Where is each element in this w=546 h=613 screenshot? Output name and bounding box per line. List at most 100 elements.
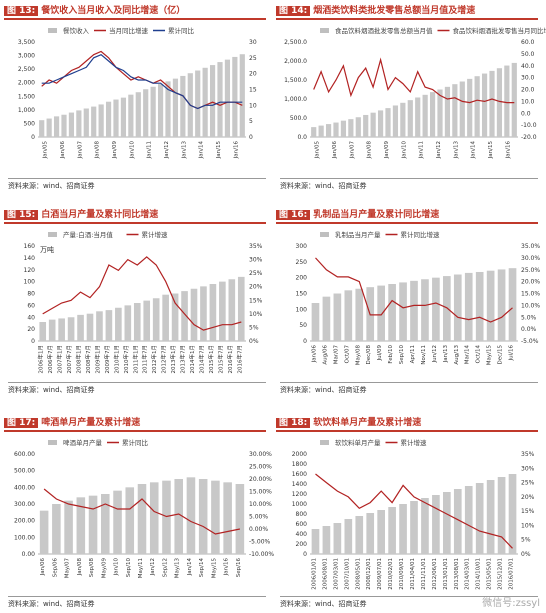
- bar: [388, 284, 396, 341]
- x-tick: Aug/06: [322, 345, 328, 365]
- bar: [399, 282, 407, 341]
- bar: [228, 279, 236, 341]
- y-right-tick: 20.0: [521, 87, 535, 94]
- bar: [171, 293, 179, 341]
- x-tick: 2013年1月: [169, 345, 177, 374]
- x-tick: Jan/05: [43, 141, 49, 160]
- x-tick: Mar/14: [465, 345, 471, 365]
- series-line: [43, 488, 241, 535]
- bar: [237, 276, 245, 341]
- bar: [444, 86, 451, 137]
- x-tick: 2011年7月: [141, 345, 149, 374]
- x-tick: Aug/13: [454, 345, 460, 365]
- x-tick: Jan/12: [150, 558, 156, 576]
- y-right-tick: -5.00%: [249, 539, 271, 546]
- bar: [67, 317, 75, 341]
- bar: [39, 510, 49, 554]
- legend-entry: 乳制品当月产量: [335, 230, 381, 239]
- x-tick: Jan/11: [419, 141, 425, 159]
- figure-label: 图 17:: [4, 418, 39, 428]
- x-tick: 2014/10/01: [476, 558, 482, 590]
- bar: [143, 89, 149, 137]
- x-tick: 2016年1月: [226, 345, 234, 374]
- bar: [209, 65, 216, 137]
- x-tick: 2011/04/01: [410, 558, 416, 590]
- figure-label: 图 18:: [276, 418, 311, 428]
- x-tick: Jan/08: [77, 558, 83, 577]
- y-right-tick: 30.00%: [249, 451, 272, 458]
- bar: [421, 498, 429, 554]
- x-tick: Jan/07: [349, 141, 355, 160]
- bar: [311, 529, 320, 554]
- bar: [219, 281, 226, 341]
- bar: [150, 86, 156, 137]
- bar: [91, 106, 97, 137]
- y-right-tick: 60.0: [521, 39, 535, 46]
- x-tick: 2011/11/01: [421, 558, 427, 590]
- bar: [366, 513, 375, 554]
- bar: [452, 84, 458, 137]
- y-left-tick: 500.0: [290, 115, 307, 122]
- bar: [53, 116, 60, 137]
- x-tick: Jan/16: [224, 558, 230, 577]
- figure-label: 图 16:: [276, 210, 311, 220]
- y-right-tick: 10: [249, 102, 257, 109]
- y-left-tick: 2000: [292, 451, 307, 458]
- x-tick: May/15: [211, 558, 217, 579]
- bar: [410, 501, 418, 554]
- bar: [407, 100, 413, 137]
- y-left-tick: 1,000.0: [284, 96, 307, 103]
- bar: [377, 510, 385, 554]
- bar: [415, 97, 421, 137]
- x-tick: Jan/16: [505, 141, 511, 160]
- y-right-tick: 25%: [521, 480, 535, 487]
- y-right-tick: 30.0: [521, 75, 535, 82]
- x-tick: Jan/13: [181, 141, 187, 160]
- legend-swatch: [320, 232, 329, 237]
- watermark: 微信号:zssyl: [482, 598, 540, 609]
- source-note: 资料来源：wind、招商证券: [280, 178, 538, 191]
- x-tick: May/11: [138, 558, 144, 578]
- legend-entry: 累计同比增速: [401, 230, 441, 239]
- bar: [333, 122, 339, 137]
- y-left-tick: 100: [24, 279, 36, 286]
- x-tick: May/13: [175, 558, 181, 579]
- figure-label: 图 13:: [4, 6, 39, 16]
- x-tick: 2010/09/01: [399, 558, 405, 590]
- bar: [464, 272, 473, 341]
- legend-entry: 软饮料单月产量: [335, 438, 381, 447]
- x-tick: Jan/14: [199, 141, 205, 160]
- x-tick: 2013年7月: [179, 345, 187, 374]
- bar: [105, 101, 112, 137]
- y-left-tick: 140: [24, 255, 36, 262]
- bar: [149, 482, 159, 554]
- y-left-tick: 150: [296, 291, 308, 298]
- bar: [511, 62, 517, 137]
- bar: [508, 474, 517, 554]
- chart-svg: 啤酒单月产量 累计同比 0.00 100.00 200.00 300.00 400.00 50…: [14, 438, 274, 579]
- figure-label: 图 15:: [4, 210, 39, 220]
- bar: [508, 268, 517, 341]
- x-tick: 2008/05/01: [355, 558, 361, 590]
- x-tick: Jan/09: [384, 141, 390, 160]
- bar: [377, 110, 384, 137]
- x-tick: Jan/08: [367, 141, 373, 160]
- bar: [437, 89, 443, 137]
- chart-svg: 乳制品当月产量 累计同比增速 0 50 100 150 200 250 300 -5.0% 0.0%…: [296, 230, 541, 365]
- bar: [486, 480, 495, 554]
- x-tick: 2011年1月: [131, 345, 139, 374]
- bar: [174, 479, 183, 554]
- x-tick: 2010年7月: [122, 345, 130, 374]
- x-tick: 2009/07/01: [377, 558, 383, 590]
- bar: [157, 84, 164, 137]
- x-tick: Jan/06: [311, 345, 317, 364]
- chart-title: 软饮料单月产量及累计增速: [313, 418, 422, 428]
- y-right-tick: 20.00%: [249, 476, 272, 483]
- y-left-tick: 1,000: [18, 107, 35, 114]
- x-tick: 2014/03/01: [465, 558, 471, 590]
- x-tick: 2012/06/01: [432, 558, 438, 590]
- bar: [486, 270, 495, 341]
- y-left-tick: 80: [27, 291, 35, 298]
- x-tick: Jan/05: [315, 141, 321, 160]
- y-right-tick: 10.0%: [521, 302, 540, 309]
